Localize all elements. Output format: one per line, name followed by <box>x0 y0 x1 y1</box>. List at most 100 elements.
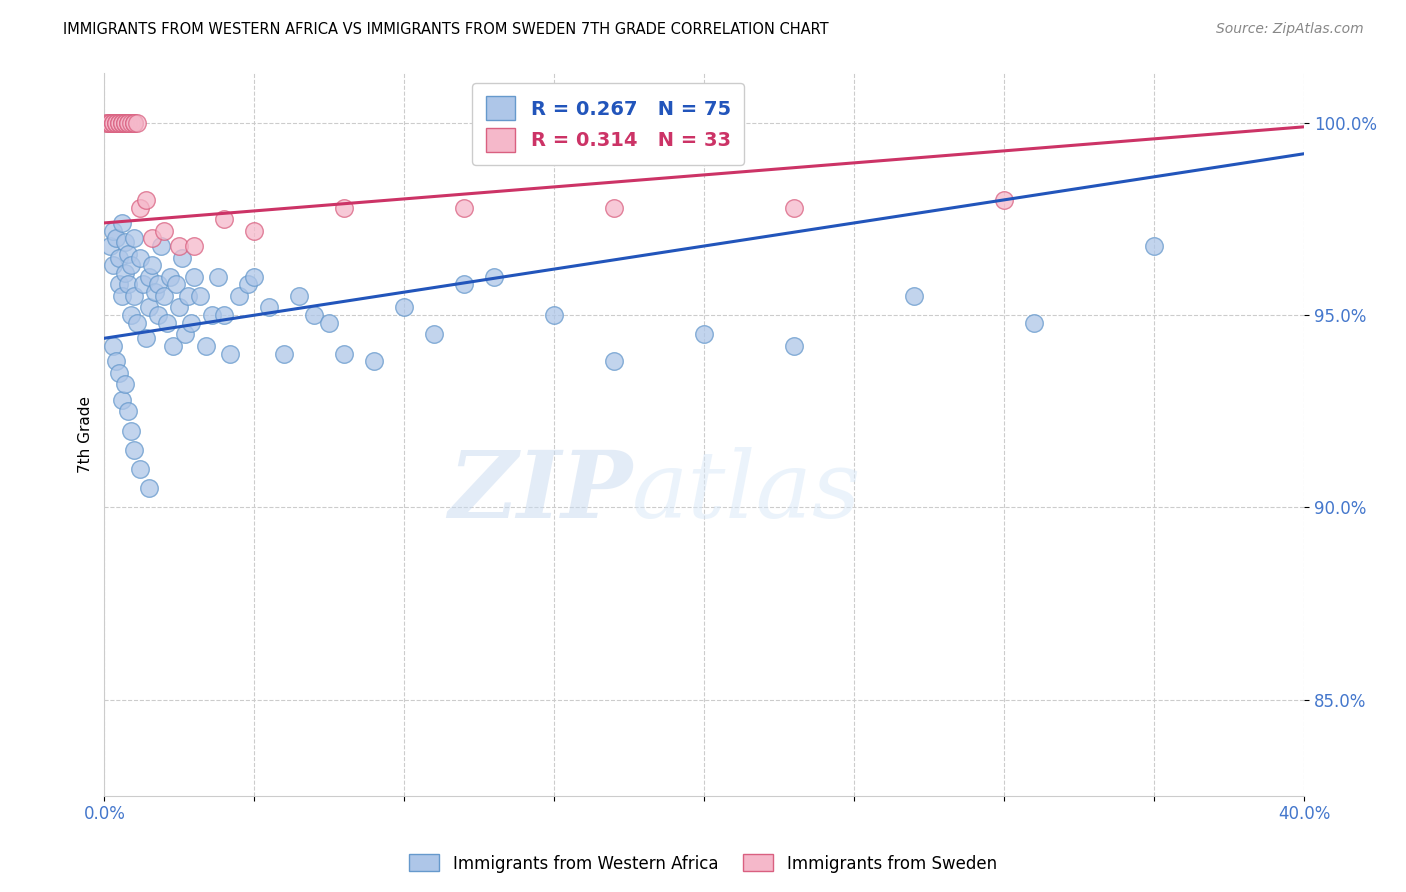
Point <box>117 116 139 130</box>
Point <box>333 346 356 360</box>
Text: ZIP: ZIP <box>449 447 633 537</box>
Point <box>207 269 229 284</box>
Point <box>141 258 163 272</box>
Point <box>273 346 295 360</box>
Legend: R = 0.267   N = 75, R = 0.314   N = 33: R = 0.267 N = 75, R = 0.314 N = 33 <box>472 83 744 165</box>
Point <box>108 116 131 130</box>
Point <box>135 193 157 207</box>
Point <box>105 354 128 368</box>
Point <box>177 289 200 303</box>
Text: atlas: atlas <box>633 447 862 537</box>
Point <box>180 316 202 330</box>
Point <box>114 377 136 392</box>
Point <box>993 193 1015 207</box>
Point <box>238 277 260 292</box>
Point <box>135 331 157 345</box>
Point <box>111 116 134 130</box>
Point <box>114 266 136 280</box>
Point <box>318 316 340 330</box>
Point <box>103 339 125 353</box>
Point <box>1024 316 1046 330</box>
Point <box>903 289 925 303</box>
Point <box>124 231 146 245</box>
Point <box>117 277 139 292</box>
Point <box>120 258 142 272</box>
Point <box>243 269 266 284</box>
Point <box>693 327 716 342</box>
Point <box>783 339 806 353</box>
Point <box>111 116 134 130</box>
Point <box>153 289 176 303</box>
Point <box>214 308 236 322</box>
Point <box>127 316 149 330</box>
Point <box>543 308 565 322</box>
Point <box>120 424 142 438</box>
Point <box>156 316 179 330</box>
Point <box>96 116 118 130</box>
Point <box>132 277 155 292</box>
Point <box>363 354 385 368</box>
Point <box>111 289 134 303</box>
Point <box>214 212 236 227</box>
Point <box>129 251 152 265</box>
Point <box>138 301 160 315</box>
Point <box>105 116 128 130</box>
Point <box>288 289 311 303</box>
Point <box>124 289 146 303</box>
Point <box>138 481 160 495</box>
Point <box>145 285 167 299</box>
Point <box>165 277 187 292</box>
Point <box>100 116 122 130</box>
Point <box>120 116 142 130</box>
Point <box>138 269 160 284</box>
Point <box>96 116 118 130</box>
Point <box>103 224 125 238</box>
Y-axis label: 7th Grade: 7th Grade <box>79 396 93 473</box>
Point <box>243 224 266 238</box>
Text: IMMIGRANTS FROM WESTERN AFRICA VS IMMIGRANTS FROM SWEDEN 7TH GRADE CORRELATION C: IMMIGRANTS FROM WESTERN AFRICA VS IMMIGR… <box>63 22 830 37</box>
Point <box>169 239 191 253</box>
Point <box>105 116 128 130</box>
Point <box>333 201 356 215</box>
Point <box>453 277 475 292</box>
Point <box>1143 239 1166 253</box>
Point <box>117 404 139 418</box>
Point <box>103 258 125 272</box>
Point <box>219 346 242 360</box>
Point <box>117 116 139 130</box>
Point <box>195 339 218 353</box>
Point <box>259 301 281 315</box>
Point <box>150 239 173 253</box>
Point <box>148 277 170 292</box>
Point <box>100 116 122 130</box>
Point <box>201 308 224 322</box>
Point <box>111 392 134 407</box>
Point <box>484 269 506 284</box>
Point <box>453 201 475 215</box>
Point <box>111 216 134 230</box>
Point <box>120 308 142 322</box>
Point <box>174 327 197 342</box>
Point <box>183 239 205 253</box>
Point <box>603 354 626 368</box>
Point <box>162 339 184 353</box>
Point <box>394 301 416 315</box>
Point <box>190 289 212 303</box>
Point <box>124 116 146 130</box>
Point <box>783 201 806 215</box>
Point <box>108 251 131 265</box>
Point <box>105 231 128 245</box>
Point <box>108 366 131 380</box>
Point <box>169 301 191 315</box>
Legend: Immigrants from Western Africa, Immigrants from Sweden: Immigrants from Western Africa, Immigran… <box>402 847 1004 880</box>
Point <box>103 116 125 130</box>
Point <box>129 462 152 476</box>
Point <box>108 277 131 292</box>
Point <box>117 246 139 260</box>
Text: Source: ZipAtlas.com: Source: ZipAtlas.com <box>1216 22 1364 37</box>
Point <box>228 289 250 303</box>
Point <box>159 269 181 284</box>
Point <box>103 116 125 130</box>
Point <box>100 239 122 253</box>
Point <box>423 327 446 342</box>
